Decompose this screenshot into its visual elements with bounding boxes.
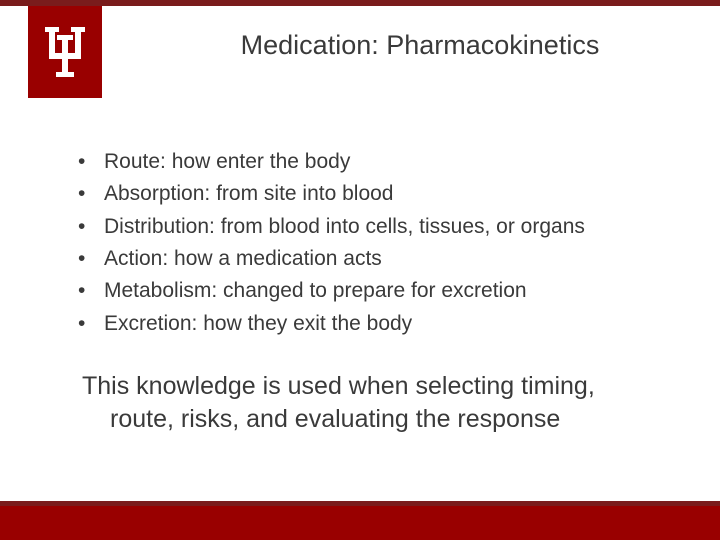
bullet-text: Absorption: from site into blood: [104, 180, 394, 208]
bullet-list: • Route: how enter the body • Absorption…: [78, 148, 660, 338]
bullet-icon: •: [78, 148, 104, 176]
bullet-icon: •: [78, 180, 104, 208]
list-item: • Action: how a medication acts: [78, 245, 660, 273]
list-item: • Metabolism: changed to prepare for exc…: [78, 277, 660, 305]
footer-bar: [0, 506, 720, 540]
list-item: • Absorption: from site into blood: [78, 180, 660, 208]
slide-title: Medication: Pharmacokinetics: [160, 30, 680, 61]
bullet-icon: •: [78, 213, 104, 241]
list-item: • Route: how enter the body: [78, 148, 660, 176]
bullet-icon: •: [78, 245, 104, 273]
iu-logo-block: [28, 6, 102, 98]
bullet-text: Distribution: from blood into cells, tis…: [104, 213, 585, 241]
list-item: • Excretion: how they exit the body: [78, 310, 660, 338]
iu-trident-icon: [43, 25, 87, 79]
bullet-content: • Route: how enter the body • Absorption…: [78, 148, 660, 342]
bullet-icon: •: [78, 310, 104, 338]
list-item: • Distribution: from blood into cells, t…: [78, 213, 660, 241]
bullet-text: Excretion: how they exit the body: [104, 310, 412, 338]
bullet-text: Route: how enter the body: [104, 148, 350, 176]
bullet-text: Metabolism: changed to prepare for excre…: [104, 277, 527, 305]
header-accent-bar: [0, 0, 720, 6]
bullet-text: Action: how a medication acts: [104, 245, 382, 273]
summary-text: This knowledge is used when selecting ti…: [60, 370, 660, 435]
bullet-icon: •: [78, 277, 104, 305]
